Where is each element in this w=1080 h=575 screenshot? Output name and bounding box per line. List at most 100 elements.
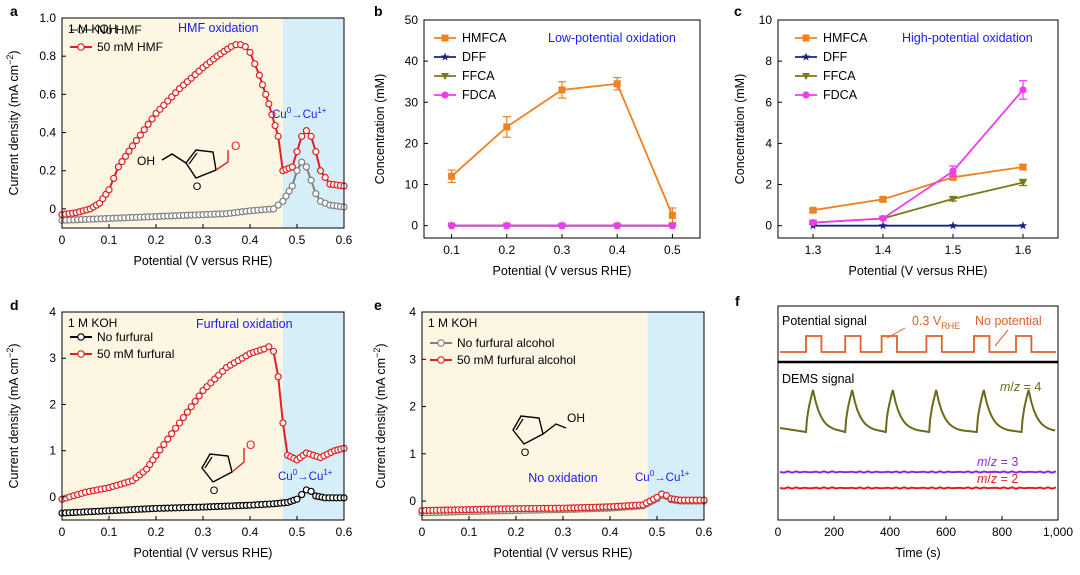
data-point: [503, 123, 511, 131]
cu-label-cu: Cu: [278, 471, 293, 483]
x-tick-label: 0.6: [696, 525, 713, 539]
dems-mz2-label: m/z = 2: [977, 472, 1018, 486]
furfural-molecule: OO: [201, 438, 255, 497]
y-tick-label: 30: [405, 95, 419, 109]
furan-ring: [185, 149, 217, 179]
data-point: [274, 132, 282, 140]
double-bond: [204, 456, 213, 469]
y-axis-label: Current density (mA cm−2): [5, 343, 21, 488]
y-tick-label: 1: [49, 444, 56, 458]
x-tick-label: 1.6: [1015, 243, 1032, 257]
panel-label: b: [374, 3, 383, 19]
y-tick-label: 20: [405, 136, 419, 150]
data-point: [128, 142, 137, 150]
y-tick-label: 40: [405, 54, 419, 68]
chart-title: No oxidation: [528, 471, 598, 485]
y-tick-label: 1: [409, 447, 416, 461]
cu-transition-label: Cu0→Cu1+: [278, 468, 333, 483]
y-tick-label: 8: [765, 54, 772, 68]
legend-label: HMFCA: [462, 31, 507, 45]
chart-title: HMF oxidation: [178, 21, 259, 35]
panel-e: No furfural alcohol 50 mM furfural alcoho…: [372, 297, 713, 560]
y-axis-label-close: ): [7, 50, 21, 54]
cu-transition-label: Cu0→Cu1+: [272, 106, 327, 121]
legend-marker: [441, 73, 449, 80]
data-point: [265, 100, 273, 108]
x-tick-label: 0: [59, 233, 66, 247]
y-axis-label-main: Current density (mA cm: [7, 358, 21, 489]
x-tick-label: 0.5: [664, 243, 681, 257]
series-50-mm-hmf: [58, 41, 348, 219]
data-point: [668, 222, 677, 230]
ch2oh-chain: [542, 423, 567, 435]
dems-signal-label: DEMS signal: [782, 372, 854, 386]
plot-frame: [777, 305, 1059, 521]
legend-label: No furfural alcohol: [457, 336, 554, 350]
x-tick-label: 0.4: [602, 525, 619, 539]
shade-region-low: [62, 312, 283, 520]
data-point: [285, 187, 293, 195]
data-point: [312, 190, 320, 198]
dems-mz3-trace: [779, 470, 1057, 474]
y-axis-label-superscript: −2: [372, 348, 382, 358]
mz-slash: /: [987, 455, 991, 469]
legend-label: DFF: [823, 50, 848, 64]
data-point: [558, 86, 566, 94]
data-point: [448, 172, 456, 180]
data-point: [105, 186, 113, 194]
legend-label: 50 mM furfural: [97, 347, 174, 361]
series-dff: [808, 221, 1028, 230]
y-axis-label: Concentration (mM): [733, 74, 747, 184]
shade-region-cu: [647, 312, 704, 520]
y-tick-label: 10: [405, 178, 419, 192]
data-point: [164, 435, 172, 443]
electrolyte-label: 1 M KOH: [68, 316, 117, 330]
panel-label: d: [10, 297, 19, 313]
data-point: [265, 343, 273, 351]
x-tick-label: 0.3: [195, 525, 212, 539]
x-tick-label: 1.3: [805, 243, 822, 257]
x-axis-label: Potential (V versus RHE): [493, 264, 632, 278]
legend-marker: [441, 91, 449, 99]
dems-mz4-label: m/z = 4: [1000, 380, 1041, 394]
legend-label: DFF: [462, 50, 487, 64]
y-tick-label: 0.2: [39, 164, 56, 178]
legend-marker: [77, 43, 85, 51]
data-point: [114, 163, 123, 171]
series-line: [812, 89, 1024, 224]
y-tick-label: 2: [765, 178, 772, 192]
data-point: [274, 201, 282, 209]
series-no-furfural: [58, 486, 348, 517]
mz-value: = 3: [997, 455, 1018, 469]
y-axis-label: Concentration (mM): [373, 74, 387, 184]
mz-z: z: [990, 455, 998, 469]
data-point: [269, 347, 278, 355]
data-point: [179, 413, 188, 422]
x-tick-label: 0.3: [195, 233, 212, 247]
aldehyde-oxygen-label: O: [246, 438, 255, 452]
y-tick-label: 0: [49, 490, 56, 504]
panel-label: a: [10, 3, 18, 19]
oh-label: OH: [137, 154, 155, 168]
shade-region-low: [62, 18, 283, 228]
data-point: [503, 222, 511, 230]
data-point: [121, 152, 130, 161]
mz-m: m: [977, 455, 987, 469]
x-tick-label: 0.1: [101, 233, 118, 247]
x-tick-label: 0.2: [508, 525, 525, 539]
x-tick-label: 0.5: [649, 525, 666, 539]
data-point: [144, 120, 152, 128]
legend-marker: [77, 333, 85, 341]
data-point: [110, 174, 118, 182]
no-potential-label: No potential: [975, 314, 1042, 328]
data-point: [809, 218, 817, 227]
data-point: [949, 167, 957, 175]
x-tick-label: 0.3: [554, 243, 571, 257]
data-point: [171, 424, 180, 432]
oh-label: OH: [567, 411, 585, 425]
x-tick-label: 0.4: [242, 525, 259, 539]
aldehyde-oxygen-label: O: [231, 139, 240, 153]
data-point: [558, 222, 566, 230]
data-point: [136, 131, 144, 139]
mz-z: z: [1013, 380, 1021, 394]
